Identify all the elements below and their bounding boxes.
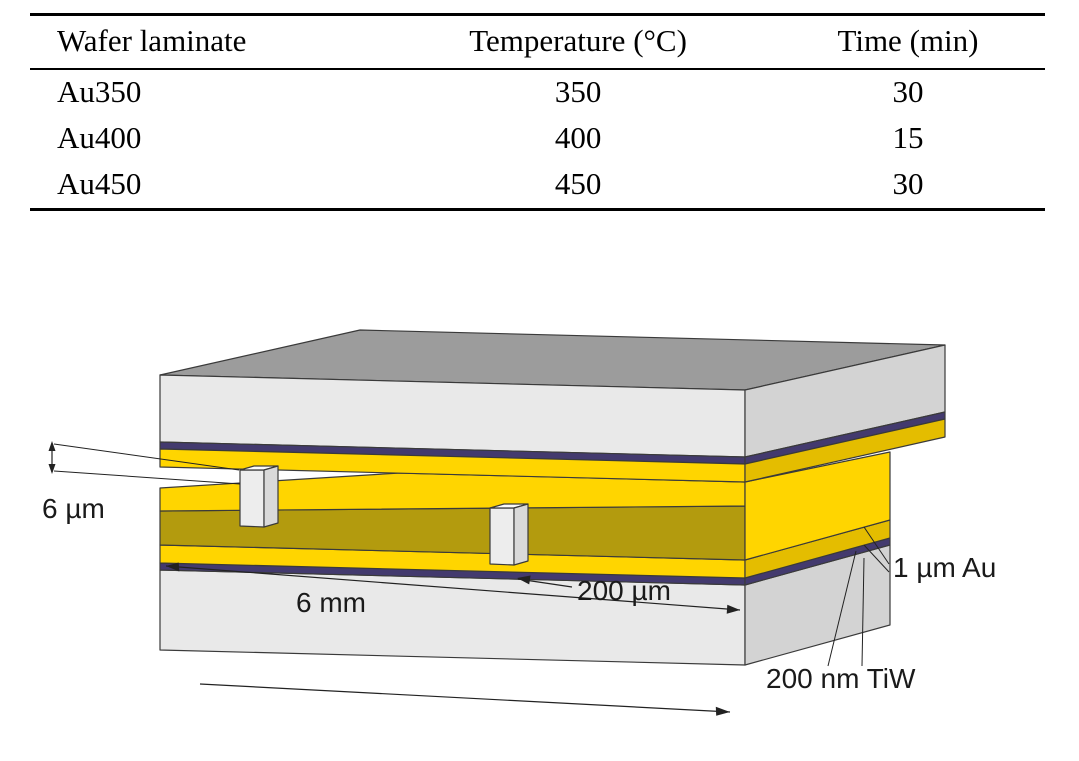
cell-laminate: Au350 [57,74,142,109]
cell-time: 30 [892,166,924,201]
arrowhead-left-icon [166,562,180,572]
top-au-layer-right [744,418,946,483]
standoff-height-leader-bottom [53,470,241,485]
cell-temperature: 450 [554,166,602,201]
column-header-temperature: Temperature (°C) [385,14,771,70]
cell-time: 15 [892,120,924,155]
center-standoff-post-right [513,503,529,566]
tiw-layer-label: 200 nm TiW [766,663,916,694]
au-layer-leader-top [863,526,890,565]
arrowhead-left-icon [517,575,531,585]
dimension-labels: 6 µm 6 mm 200 µm 1 µm Au 200 nm TiW [42,493,996,694]
die-width-dimension-line [165,565,741,611]
die-width-label: 6 mm [296,587,366,618]
column-header-time: Time (min) [770,14,1045,70]
bottom-au-ring-right-wedge [744,451,891,561]
cell-laminate: Au450 [57,166,142,201]
tiw-layer-leader-right [861,557,865,667]
arrowhead-down-icon [48,464,56,474]
table-row: Au450 450 30 [30,162,1045,210]
process-table: Wafer laminate Temperature (°C) Time (mi… [30,13,1045,211]
wafer-stack-diagram: 6 µm 6 mm 200 µm 1 µm Au 200 nm TiW [42,329,996,716]
au-layer-leader-bottom [863,544,890,573]
table-row: Au400 400 15 [30,116,1045,162]
dimension-lines [51,443,890,713]
dimension-arrowheads [48,441,740,716]
standoff-height-label: 6 µm [42,493,105,524]
process-table-container: Wafer laminate Temperature (°C) Time (mi… [30,13,1045,211]
table-row: Au350 350 30 [30,69,1045,116]
arrowhead-up-icon [48,441,56,451]
standoff-height-leader-top [53,443,240,471]
left-standoff-post-right [263,465,279,528]
table-header-row: Wafer laminate Temperature (°C) Time (mi… [30,14,1045,70]
seal-width-label: 200 µm [577,575,671,606]
die-width-extension-line [199,683,731,713]
cell-laminate: Au400 [57,120,142,155]
cell-temperature: 350 [554,74,602,109]
cell-temperature: 400 [554,120,602,155]
column-header-laminate: Wafer laminate [30,14,386,70]
au-layer-label: 1 µm Au [893,552,996,583]
wafer-stack [159,329,946,666]
center-standoff-post-front [489,507,515,566]
left-standoff-post-front [239,469,265,528]
arrowhead-right-icon [715,706,730,716]
tiw-layer-leader-left [827,550,857,667]
arrowhead-right-icon [726,604,740,614]
cell-time: 30 [892,74,924,109]
